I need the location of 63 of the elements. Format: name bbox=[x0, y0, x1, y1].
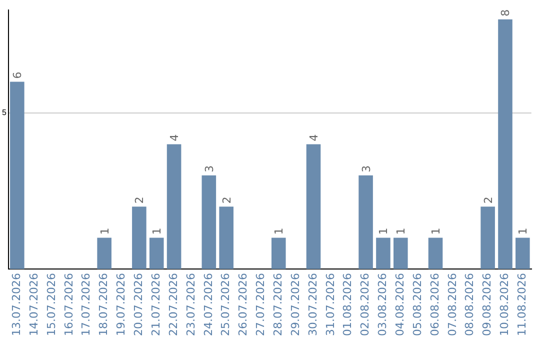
x-tick-label: 03.08.2026 bbox=[376, 273, 390, 336]
data-label: 1 bbox=[150, 228, 164, 235]
bar bbox=[498, 19, 512, 270]
bar bbox=[271, 238, 286, 270]
x-tick-label: 22.07.2026 bbox=[166, 273, 180, 336]
data-label: 2 bbox=[133, 196, 146, 204]
bar bbox=[376, 238, 390, 270]
x-tick-label: 27.07.2026 bbox=[254, 273, 268, 336]
data-label: 2 bbox=[220, 196, 234, 204]
data-label: 4 bbox=[168, 134, 182, 142]
x-tick-label: 20.07.2026 bbox=[132, 273, 146, 336]
x-tick-label: 17.07.2026 bbox=[80, 273, 93, 336]
x-tick-label: 24.07.2026 bbox=[202, 273, 215, 336]
data-label: 1 bbox=[272, 228, 286, 235]
x-tick-label: 06.08.2026 bbox=[428, 273, 442, 336]
data-label: 8 bbox=[499, 9, 512, 16]
bar bbox=[202, 175, 216, 270]
x-tick-label: 15.07.2026 bbox=[44, 273, 58, 336]
x-tick-label: 11.08.2026 bbox=[516, 273, 529, 336]
bar bbox=[132, 206, 146, 270]
x-tick-label: 30.07.2026 bbox=[306, 273, 320, 336]
data-label: 1 bbox=[430, 228, 443, 235]
x-tick-label: 07.08.2026 bbox=[446, 273, 459, 336]
x-tick-label: 04.08.2026 bbox=[394, 273, 407, 336]
data-label: 1 bbox=[377, 228, 390, 235]
y-tick-label: 5 bbox=[2, 108, 7, 118]
bar bbox=[166, 144, 182, 270]
x-tick-label: 21.07.2026 bbox=[149, 273, 162, 336]
data-label: 1 bbox=[516, 228, 530, 235]
x-tick-label: 19.07.2026 bbox=[114, 273, 128, 336]
data-label: 3 bbox=[360, 165, 373, 172]
bar bbox=[10, 82, 24, 270]
x-tick-label: 01.08.2026 bbox=[341, 273, 354, 336]
data-label: 1 bbox=[394, 228, 408, 235]
x-tick-label: 08.08.2026 bbox=[463, 273, 476, 336]
data-label: 4 bbox=[307, 134, 320, 142]
x-tick-label: 09.08.2026 bbox=[480, 273, 494, 336]
x-tick-label: 26.07.2026 bbox=[236, 273, 250, 336]
bar bbox=[97, 238, 112, 270]
bar bbox=[358, 175, 373, 270]
data-label: 3 bbox=[202, 165, 216, 172]
x-tick-label: 05.08.2026 bbox=[410, 273, 424, 336]
x-tick-label: 02.08.2026 bbox=[358, 273, 372, 336]
x-tick-label: 10.08.2026 bbox=[498, 273, 512, 336]
bar bbox=[219, 206, 234, 270]
data-label: 1 bbox=[98, 228, 112, 235]
bar bbox=[480, 206, 495, 270]
data-label: 6 bbox=[11, 72, 24, 79]
x-tick-label: 18.07.2026 bbox=[97, 273, 110, 336]
x-tick-label: 14.07.2026 bbox=[27, 273, 40, 336]
bar bbox=[306, 144, 321, 270]
x-tick-label: 13.07.2026 bbox=[10, 273, 24, 336]
x-tick-label: 16.07.2026 bbox=[62, 273, 76, 336]
data-label: 2 bbox=[482, 196, 495, 204]
x-tick-label: 31.07.2026 bbox=[324, 273, 337, 336]
bar bbox=[394, 238, 408, 270]
bar bbox=[149, 238, 164, 270]
bar bbox=[428, 238, 443, 270]
bar bbox=[516, 238, 530, 270]
x-tick-label: 23.07.2026 bbox=[184, 273, 198, 336]
x-tick-label: 28.07.2026 bbox=[271, 273, 284, 336]
x-tick-label: 25.07.2026 bbox=[219, 273, 232, 336]
x-tick-label: 29.07.2026 bbox=[288, 273, 302, 336]
